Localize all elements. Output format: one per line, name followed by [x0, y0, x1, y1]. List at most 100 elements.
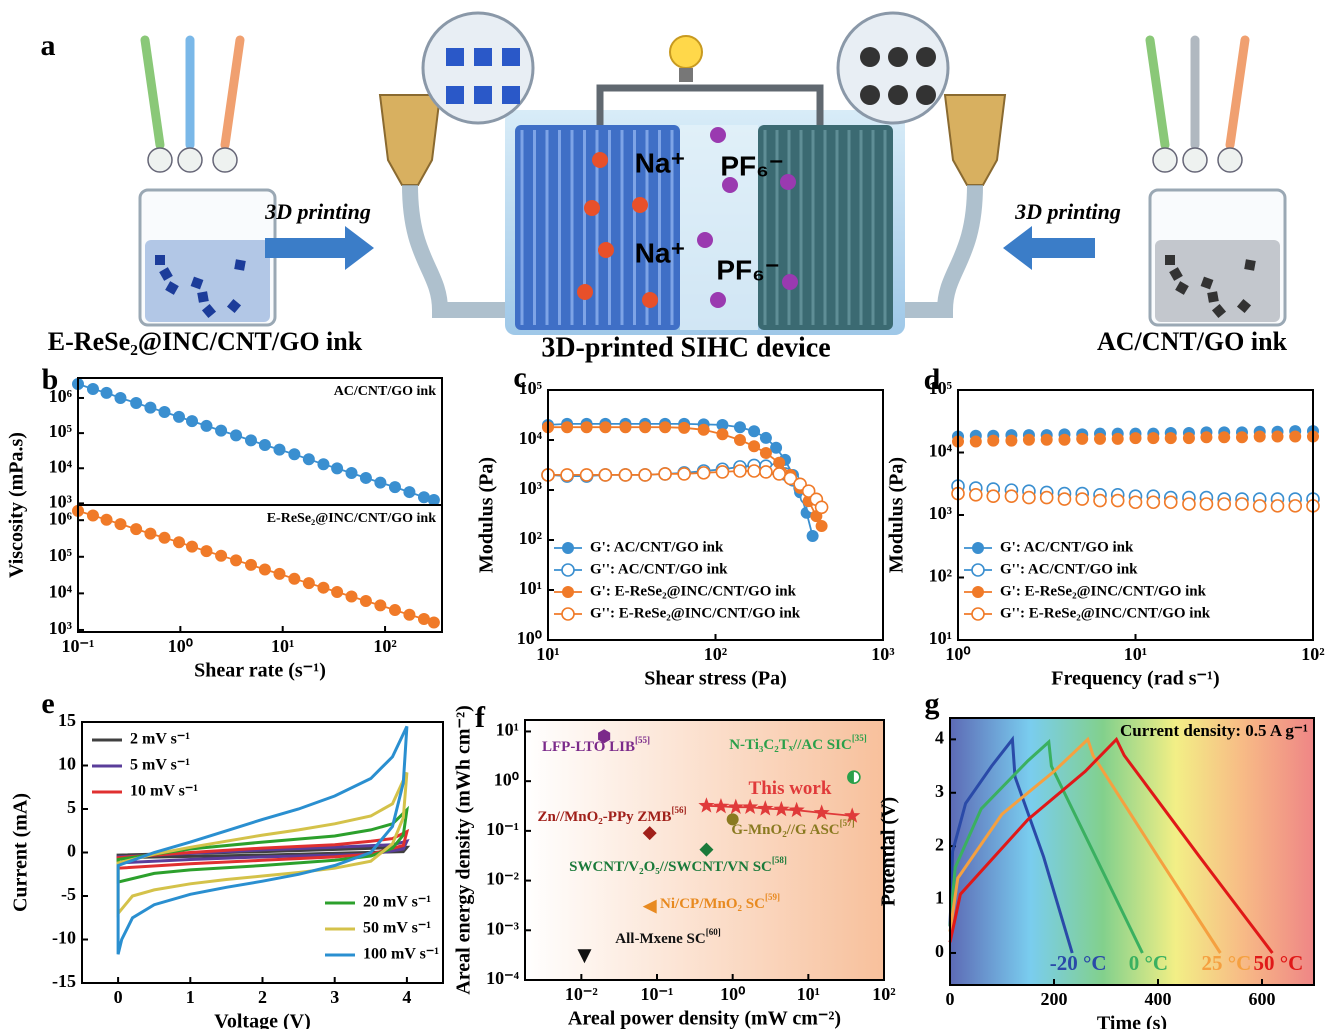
y-tick-label: 10⁴	[49, 456, 73, 476]
marker	[1200, 498, 1212, 510]
anion	[710, 127, 726, 143]
x-axis-label: Voltage (V)	[214, 1011, 310, 1029]
pipette	[145, 40, 160, 145]
marker	[562, 586, 574, 598]
x-axis-label: Areal power density (mW cm⁻²)	[568, 1008, 841, 1029]
magnified-particle	[474, 86, 492, 104]
marker	[1094, 495, 1106, 507]
marker	[716, 466, 728, 478]
schematic-text: 3D-printed SIHC device	[541, 332, 830, 363]
marker	[581, 469, 593, 481]
beaker-particle	[1207, 291, 1219, 303]
droplet	[1183, 148, 1207, 172]
marker	[734, 465, 746, 477]
marker	[619, 469, 631, 481]
y-tick-label: 10⁶	[49, 386, 73, 406]
marker	[599, 421, 611, 433]
magnified-particle	[860, 47, 880, 67]
marker	[186, 541, 198, 553]
annotation: AC/CNT/GO ink	[334, 384, 437, 399]
beaker-particle	[1244, 259, 1256, 271]
marker	[200, 545, 212, 557]
magnified-particle	[502, 86, 520, 104]
marker	[1183, 432, 1195, 444]
marker	[1112, 433, 1124, 445]
pipette	[1230, 40, 1245, 145]
marker	[987, 435, 999, 447]
magnified-particle	[446, 48, 464, 66]
marker	[1005, 435, 1017, 447]
marker	[972, 586, 984, 598]
y-tick-label: 0	[67, 841, 76, 861]
curve-label: 50 °C	[1253, 951, 1303, 975]
annotation: E-ReSe₂@INC/CNT/GO ink	[267, 511, 437, 526]
marker	[259, 563, 271, 575]
marker	[1023, 434, 1035, 446]
legend-label: G'': E-ReSe₂@INC/CNT/GO ink	[590, 605, 801, 621]
curve-label: -20 °C	[1050, 951, 1107, 975]
x-tick-label: 0	[114, 987, 123, 1007]
point-label-name: SWCNT/V₂O₅//SWCNT/VN SC	[569, 859, 772, 875]
legend-label: 2 mV s⁻¹	[130, 731, 190, 748]
magnifier	[838, 13, 948, 123]
legend-label: G': E-ReSe₂@INC/CNT/GO ink	[1000, 583, 1207, 599]
marker	[848, 771, 860, 783]
y-axis-label: Areal energy density (mWh cm⁻²)	[453, 705, 475, 994]
marker	[1183, 498, 1195, 510]
x-tick-label: 10¹	[797, 984, 820, 1004]
y-tick-label: 10²	[929, 566, 952, 586]
cation	[598, 242, 614, 258]
marker	[748, 425, 760, 437]
marker	[360, 595, 372, 607]
y-tick-label: 10⁻⁴	[486, 968, 520, 988]
marker	[816, 520, 828, 532]
x-tick-label: 0	[946, 989, 955, 1009]
legend-label: G'': AC/CNT/GO ink	[1000, 561, 1138, 577]
marker	[562, 608, 574, 620]
marker	[245, 559, 257, 571]
y-tick-label: 4	[935, 727, 944, 747]
marker	[562, 542, 574, 554]
magnifier	[423, 13, 533, 123]
y-tick-label: 10⁵	[929, 378, 953, 398]
filament	[410, 185, 520, 310]
marker	[1254, 431, 1266, 443]
legend-label: G'': E-ReSe₂@INC/CNT/GO ink	[1000, 605, 1211, 621]
x-tick-label: 400	[1145, 989, 1172, 1009]
marker	[144, 528, 156, 540]
marker	[245, 434, 257, 446]
marker	[428, 616, 440, 628]
plot-background	[950, 718, 1314, 985]
marker	[1165, 432, 1177, 444]
legend-label: G': AC/CNT/GO ink	[1000, 539, 1134, 555]
y-tick-label: 10¹	[519, 578, 542, 598]
y-tick-label: -5	[61, 884, 76, 904]
curve-label: 25 °C	[1201, 951, 1251, 975]
marker	[259, 439, 271, 451]
marker	[561, 421, 573, 433]
marker	[215, 550, 227, 562]
marker	[1218, 431, 1230, 443]
point-label-ref: [57]	[840, 818, 855, 828]
cation	[584, 200, 600, 216]
marker	[987, 490, 999, 502]
marker	[972, 542, 984, 554]
bulb-base	[679, 68, 693, 82]
marker	[144, 402, 156, 414]
y-axis-label: Potential (V)	[878, 797, 900, 906]
y-axis-label: Current (mA)	[10, 793, 32, 912]
legend-label: G'': AC/CNT/GO ink	[590, 561, 728, 577]
marker	[215, 425, 227, 437]
marker	[1076, 493, 1088, 505]
marker	[331, 586, 343, 598]
marker	[230, 429, 242, 441]
marker	[734, 421, 746, 433]
x-tick-label: 10²	[1301, 644, 1324, 664]
point-label-name: N-Ti₃C₂Tₓ//AC SIC	[729, 737, 852, 753]
y-tick-label: 10⁵	[519, 378, 543, 398]
y-tick-label: 10⁰	[494, 769, 519, 789]
marker	[403, 609, 415, 621]
marker	[288, 573, 300, 585]
y-tick-label: 10⁵	[49, 545, 73, 565]
x-tick-label: 10²	[872, 984, 895, 1004]
